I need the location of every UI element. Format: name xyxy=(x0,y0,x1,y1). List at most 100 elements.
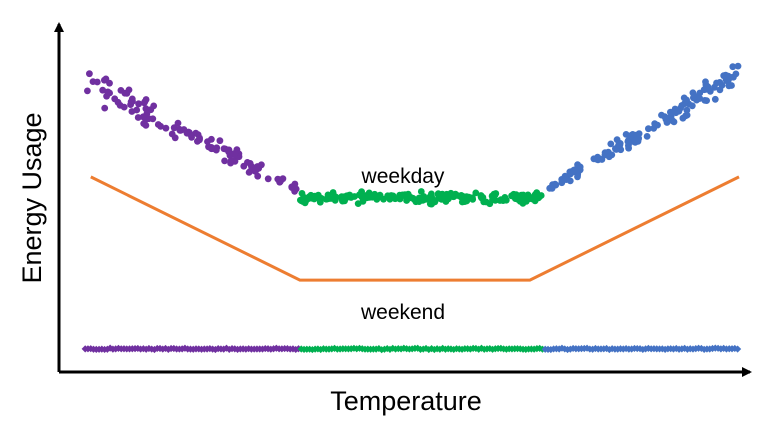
weekday-point-cold xyxy=(208,144,215,151)
weekday-point-hot xyxy=(576,166,584,174)
weekday-point-hot xyxy=(700,86,708,94)
weekday-point-hot xyxy=(696,95,704,102)
weekday-point-mild xyxy=(403,197,410,204)
weekday-point-cold xyxy=(154,121,162,128)
weekday-point-hot xyxy=(590,155,598,163)
weekday-point-cold xyxy=(279,175,287,183)
weekday-point-hot xyxy=(615,141,622,149)
weekday-point-cold xyxy=(231,150,239,157)
weekday-point-cold xyxy=(240,162,248,170)
weekday-point-cold xyxy=(135,100,143,108)
weekday-point-mild xyxy=(428,200,435,208)
weekday-point-cold xyxy=(116,101,124,109)
weekday-point-hot xyxy=(661,113,669,120)
weekday-point-mild xyxy=(415,198,423,206)
weekday-point-mild xyxy=(404,190,412,198)
weekday-point-cold xyxy=(171,134,179,142)
weekday-point-hot xyxy=(678,102,686,109)
weekday-point-hot xyxy=(650,124,658,132)
weekend-point-hot xyxy=(605,345,613,354)
weekday-point-hot xyxy=(683,106,691,114)
weekday-point-cold xyxy=(221,157,229,165)
weekday-point-cold xyxy=(196,136,203,144)
weekday-point-mild xyxy=(450,193,457,201)
weekday-point-cold xyxy=(145,115,153,123)
weekday-point-cold xyxy=(128,108,136,115)
weekday-point-cold xyxy=(194,131,202,139)
weekday-point-hot xyxy=(645,125,652,133)
points-layer xyxy=(81,62,742,354)
weekday-point-hot xyxy=(730,73,737,81)
weekday-point-mild xyxy=(356,191,363,199)
weekday-point-hot xyxy=(625,144,632,152)
weekday-point-hot xyxy=(643,133,651,140)
weekday-point-mild xyxy=(371,190,379,198)
weekday-point-hot xyxy=(570,166,578,174)
annotation-weekend: weekend xyxy=(360,301,445,324)
weekday-point-hot xyxy=(635,135,642,143)
weekday-point-hot xyxy=(627,132,635,139)
weekday-point-cold xyxy=(176,125,183,133)
weekday-point-mild xyxy=(434,190,442,198)
weekend-point-mild xyxy=(475,345,483,353)
weekday-point-cold xyxy=(245,169,253,176)
weekday-point-mild xyxy=(396,191,404,199)
weekday-point-cold xyxy=(274,175,282,183)
weekend-point-mild xyxy=(375,344,383,353)
weekday-point-mild xyxy=(486,200,494,208)
weekday-point-mild xyxy=(480,198,488,206)
weekday-point-mild xyxy=(445,195,452,203)
weekday-point-cold xyxy=(103,92,110,100)
weekend-point-hot xyxy=(555,345,563,353)
annotation-weekday: weekday xyxy=(361,165,445,188)
x-axis-label: Temperature xyxy=(330,386,482,416)
weekday-point-cold xyxy=(139,113,147,121)
weekday-point-cold xyxy=(174,119,182,127)
weekday-point-cold xyxy=(162,124,170,132)
weekday-point-cold xyxy=(101,104,109,112)
weekend-point-cold xyxy=(150,345,159,354)
weekday-point-cold xyxy=(150,102,158,110)
weekday-point-hot xyxy=(562,176,570,184)
weekday-point-hot xyxy=(672,108,680,116)
weekday-point-hot xyxy=(711,95,719,103)
weekday-point-hot xyxy=(595,155,603,163)
weekday-point-hot xyxy=(725,82,733,90)
weekday-point-hot xyxy=(670,118,678,126)
weekday-point-cold xyxy=(86,70,93,78)
weekday-point-hot xyxy=(734,62,742,70)
weekday-point-hot xyxy=(688,102,696,110)
weekday-point-cold xyxy=(264,175,272,183)
weekday-point-hot xyxy=(723,77,730,85)
weekday-point-hot xyxy=(574,161,581,169)
weekday-point-hot xyxy=(605,153,613,161)
weekday-point-mild xyxy=(422,196,429,203)
v-shape-line xyxy=(90,175,740,282)
weekday-point-mild xyxy=(517,191,525,199)
weekday-point-cold xyxy=(254,172,262,180)
weekday-point-hot xyxy=(667,108,674,116)
weekday-point-hot xyxy=(690,94,697,102)
weekday-point-cold xyxy=(117,87,125,94)
weekday-point-mild xyxy=(316,195,323,202)
weekday-point-mild xyxy=(359,197,367,205)
weekday-point-cold xyxy=(225,148,233,156)
weekday-point-hot xyxy=(624,138,632,146)
weekday-point-mild xyxy=(472,189,480,197)
weekend-point-hot xyxy=(681,344,689,352)
weekday-point-cold xyxy=(111,95,119,103)
weekday-point-cold xyxy=(84,87,91,95)
weekday-point-hot xyxy=(635,130,643,138)
weekday-point-mild xyxy=(531,197,539,205)
weekday-point-cold xyxy=(140,120,148,127)
weekday-point-mild xyxy=(347,193,355,200)
weekday-point-cold xyxy=(102,75,110,83)
weekday-point-hot xyxy=(607,140,615,148)
weekday-point-hot xyxy=(718,81,726,89)
weekday-point-mild xyxy=(491,196,499,204)
weekday-point-cold xyxy=(93,78,101,86)
weekday-point-hot xyxy=(729,63,737,71)
weekday-point-hot xyxy=(574,173,581,181)
weekday-point-cold xyxy=(288,183,296,191)
